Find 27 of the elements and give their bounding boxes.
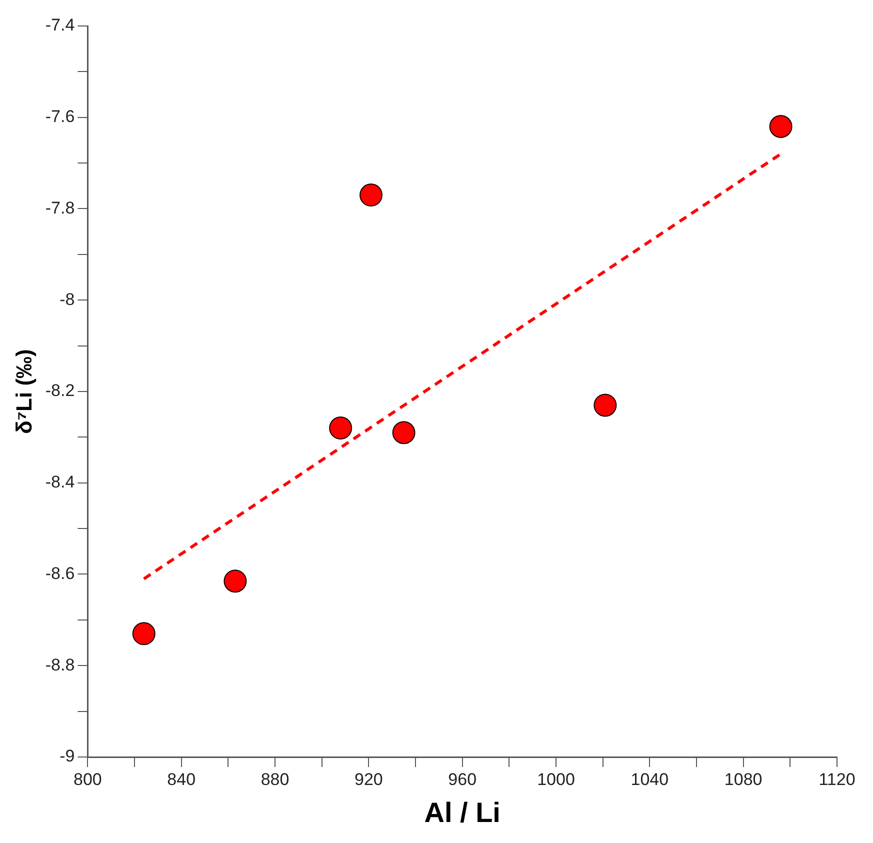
x-axis-title: Al / Li (424, 796, 500, 828)
y-tick-label: -9 (60, 746, 75, 766)
x-tick-label: 880 (260, 770, 290, 789)
x-tick-label: 800 (74, 770, 102, 789)
x-tick-label: 1120 (818, 770, 856, 789)
point (132, 622, 156, 646)
y-tick-label: -8.4 (45, 472, 75, 492)
y-tick-label: -8 (60, 290, 75, 309)
point (769, 115, 792, 138)
point (392, 421, 416, 444)
y-tick-label: -7.6 (45, 107, 75, 126)
y-tick-label: -7.4 (45, 16, 75, 35)
point (224, 570, 247, 593)
y-tick-label: -7.8 (45, 198, 75, 218)
y-tick-label: -8.2 (45, 381, 75, 400)
y-tick-label: -8.6 (45, 564, 75, 583)
y-tick-label: -8.8 (45, 655, 75, 674)
y-axis-title: δ⁷Li (‰) (11, 349, 36, 434)
x-tick-label: 1040 (630, 770, 669, 789)
x-tick-label: 960 (448, 770, 477, 789)
point (594, 394, 617, 417)
point (360, 184, 383, 207)
x-tick-label: 920 (354, 770, 383, 789)
point (329, 416, 352, 440)
x-tick-label: 840 (167, 770, 196, 789)
x-tick-label: 1000 (537, 770, 575, 789)
x-tick-label: 1080 (724, 770, 762, 789)
